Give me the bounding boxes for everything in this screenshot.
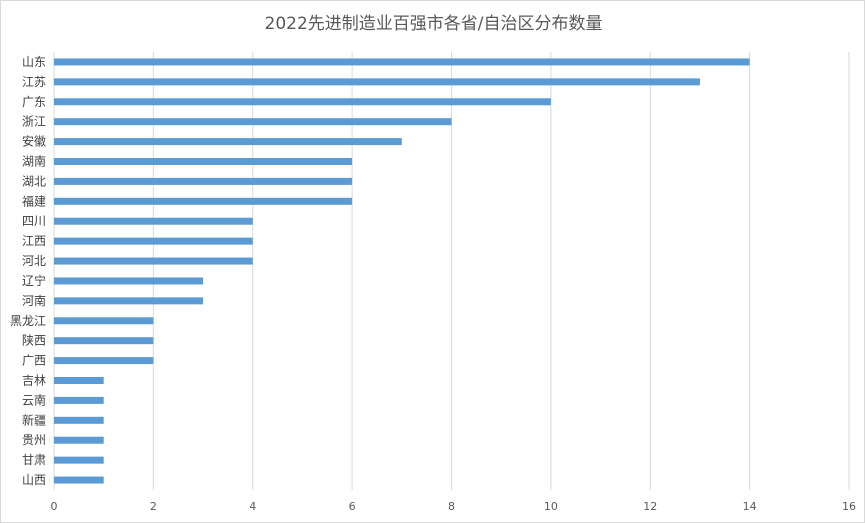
bar [54, 297, 204, 305]
bar [54, 197, 353, 205]
bar [54, 177, 353, 185]
bar [54, 357, 154, 365]
category-label: 贵州 [22, 433, 46, 447]
bar [54, 436, 104, 444]
x-tick-label: 10 [544, 500, 558, 513]
category-label: 山东 [22, 55, 46, 69]
category-label: 四川 [22, 214, 46, 228]
bar [54, 138, 402, 146]
category-label: 河南 [22, 293, 46, 308]
bar [54, 158, 353, 165]
category-label: 安徽 [22, 134, 46, 149]
x-tick-label: 8 [448, 500, 455, 513]
category-label: 山西 [22, 473, 46, 487]
category-label: 辽宁 [22, 273, 46, 288]
category-label: 陕西 [22, 333, 46, 348]
bar [54, 476, 104, 484]
bar [54, 416, 104, 424]
chart-title: 2022先进制造业百强市各省/自治区分布数量 [264, 14, 603, 34]
x-tick-label: 4 [249, 500, 256, 513]
bar [54, 377, 104, 384]
category-label: 江西 [22, 234, 46, 248]
bars [54, 58, 750, 484]
category-label: 吉林 [22, 374, 46, 388]
bar [54, 257, 253, 265]
category-label: 云南 [22, 392, 46, 407]
gridlines [53, 52, 850, 490]
x-tick-label: 2 [150, 500, 157, 513]
category-label: 湖北 [22, 173, 46, 188]
bar [54, 456, 104, 464]
x-tick-label: 16 [842, 500, 856, 513]
category-label: 浙江 [22, 115, 46, 129]
category-label: 广西 [22, 354, 46, 368]
category-label: 福建 [22, 193, 46, 208]
bar [54, 98, 551, 106]
category-label: 新疆 [22, 412, 46, 427]
bar [54, 337, 154, 345]
bar [54, 58, 750, 66]
x-axis-ticks: 0 2 4 6 8 10 12 14 16 [51, 500, 857, 513]
bar [54, 78, 700, 86]
x-tick-label: 12 [643, 500, 657, 513]
category-label: 江苏 [22, 75, 46, 89]
x-tick-label: 14 [743, 500, 757, 513]
category-labels: 山东江苏广东浙江安徽湖南湖北福建四川江西河北辽宁河南黑龙江陕西广西吉林云南新疆贵… [10, 55, 46, 487]
category-label: 河北 [22, 254, 46, 268]
category-label: 黑龙江 [10, 314, 46, 328]
bar [54, 217, 253, 225]
bar [54, 396, 104, 404]
category-label: 湖南 [22, 154, 46, 169]
category-label: 广东 [22, 95, 46, 109]
category-label: 甘肃 [22, 453, 46, 467]
bar [54, 237, 253, 245]
bar [54, 118, 452, 126]
bar [54, 277, 204, 285]
x-tick-label: 6 [349, 500, 356, 513]
x-tick-label: 0 [51, 500, 58, 513]
bar [54, 317, 154, 325]
